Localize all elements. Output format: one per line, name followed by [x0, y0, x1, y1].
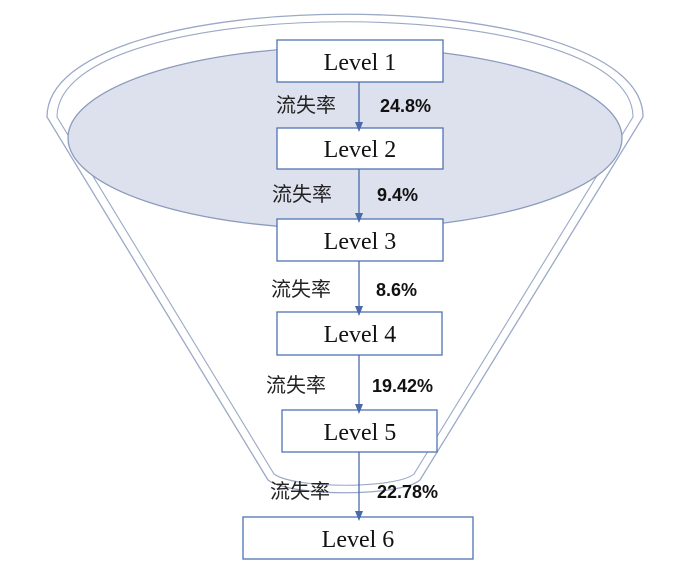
- level-box-1: Level 1: [276, 39, 444, 83]
- level-box-4: Level 4: [276, 311, 443, 356]
- transition-2: 流失率 9.4%: [272, 182, 418, 206]
- level-label: Level 5: [324, 420, 397, 446]
- transition-3: 流失率 8.6%: [271, 277, 417, 301]
- loss-rate-value: 22.78%: [377, 482, 438, 502]
- loss-rate-value: 19.42%: [372, 376, 433, 396]
- loss-rate-label: 流失率: [271, 277, 331, 301]
- level-label: Level 1: [324, 50, 397, 76]
- level-label: Level 6: [322, 527, 395, 553]
- loss-rate-label: 流失率: [270, 479, 330, 503]
- transition-5: 流失率 22.78%: [270, 479, 438, 503]
- transition-4: 流失率 19.42%: [266, 373, 433, 397]
- level-label: Level 2: [324, 137, 397, 163]
- loss-rate-label: 流失率: [272, 182, 332, 206]
- loss-rate-label: 流失率: [276, 93, 336, 117]
- loss-rate-label: 流失率: [266, 373, 326, 397]
- transition-1: 流失率 24.8%: [276, 93, 431, 117]
- funnel-inner-outline: [56, 21, 634, 486]
- loss-rate-value: 8.6%: [376, 280, 417, 300]
- level-box-3: Level 3: [276, 218, 444, 262]
- loss-rate-value: 24.8%: [380, 96, 431, 116]
- level-label: Level 3: [324, 229, 397, 255]
- level-box-5: Level 5: [281, 409, 438, 453]
- loss-rate-value: 9.4%: [377, 185, 418, 205]
- level-label: Level 4: [324, 322, 397, 348]
- level-box-2: Level 2: [276, 127, 444, 170]
- level-box-6: Level 6: [242, 516, 474, 560]
